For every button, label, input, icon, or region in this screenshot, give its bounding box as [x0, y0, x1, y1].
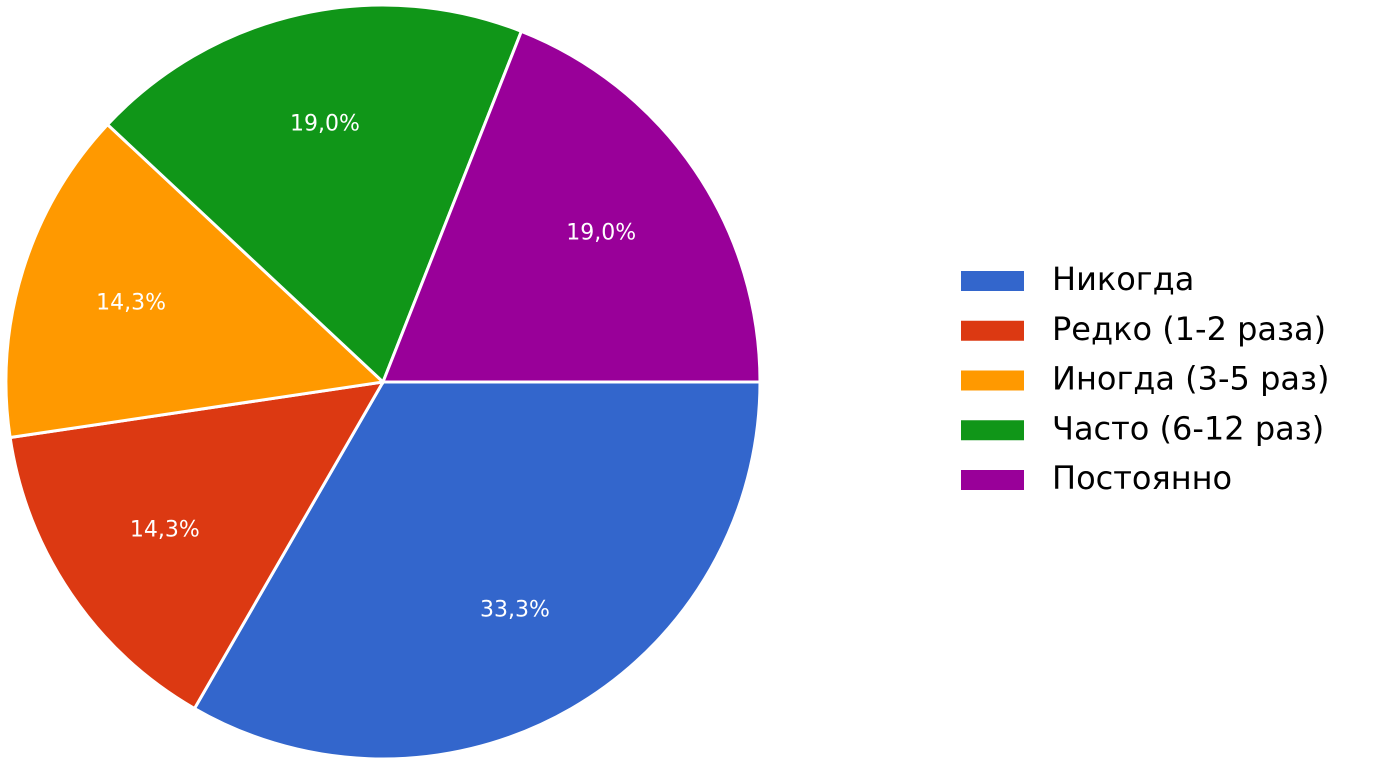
pie-slice [4, 122, 387, 440]
legend-label: Редко (1-2 раза) [1052, 310, 1326, 348]
legend-swatch [961, 420, 1024, 441]
legend-swatch [961, 370, 1024, 391]
pie-slice [105, 3, 524, 385]
pie-slice [8, 380, 386, 711]
legend-label: Никогда [1052, 260, 1194, 298]
legend-swatch [961, 470, 1024, 490]
legend-swatch [961, 320, 1024, 341]
legend-swatch [961, 271, 1024, 291]
slice-label: 14,3% [130, 517, 200, 542]
pie-slice [192, 380, 762, 761]
slice-label: 14,3% [96, 291, 166, 316]
legend-label: Иногда (3-5 раз) [1052, 360, 1330, 398]
legend-label: Часто (6-12 раз) [1052, 409, 1324, 447]
slice-label: 19,0% [290, 112, 360, 137]
pie-slice [380, 29, 762, 384]
legend-label: Постоянно [1052, 459, 1232, 497]
slice-label: 33,3% [480, 598, 550, 623]
slice-label: 19,0% [566, 221, 636, 246]
